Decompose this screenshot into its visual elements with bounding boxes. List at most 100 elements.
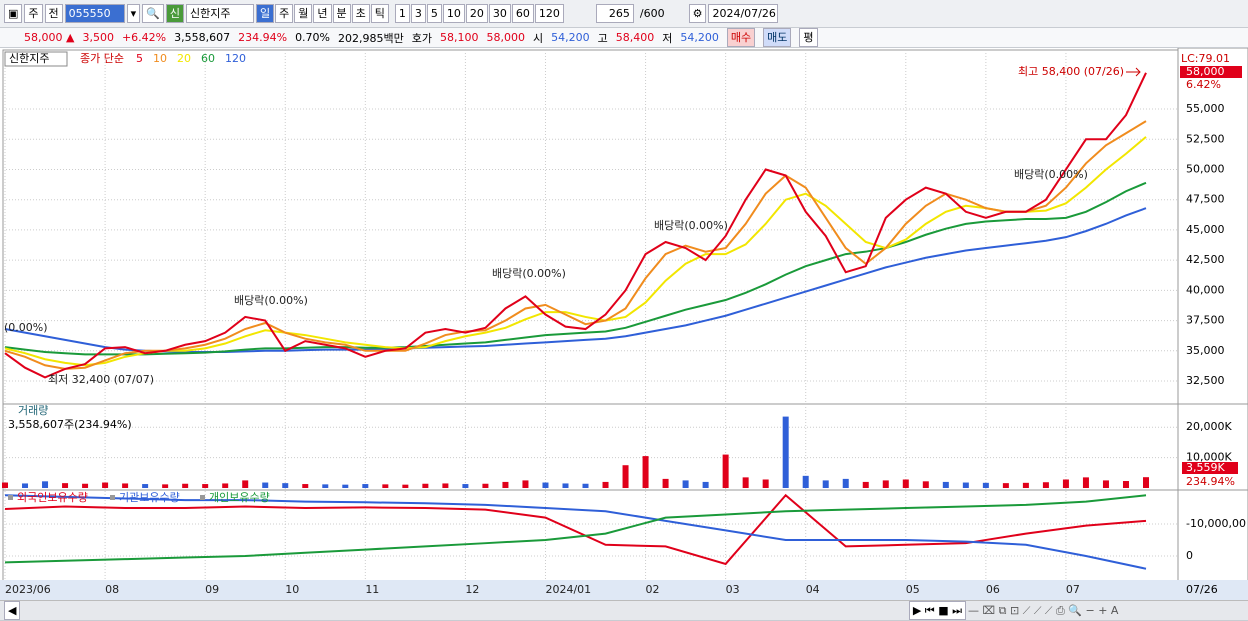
volume-bar (862, 481, 869, 488)
button[interactable]: 주 (24, 4, 43, 23)
volume-bar (902, 479, 909, 488)
ask: 58,100 (440, 31, 479, 44)
price-box (1180, 66, 1242, 78)
button[interactable]: 틱 (370, 4, 389, 23)
button[interactable]: 120 (534, 4, 564, 23)
arrow (1126, 67, 1141, 77)
button[interactable]: 분 (332, 4, 351, 23)
turnover: 0.70% (295, 31, 331, 44)
title-box (4, 51, 68, 67)
date-input[interactable]: 2024/07/26 (708, 4, 779, 23)
button[interactable]: 1 (394, 4, 410, 23)
series-line (4, 493, 1147, 566)
volume-bar (642, 456, 649, 488)
annotation: 배당락(0.00%) (654, 219, 728, 232)
sell-button[interactable]: 매도 (763, 28, 792, 47)
button[interactable]: 20 (465, 4, 488, 23)
y-tick-label: 50,000 (1186, 162, 1225, 175)
button[interactable]: 60 (511, 4, 534, 23)
volume-bar (742, 477, 749, 488)
legend-entry: 10 (153, 52, 167, 65)
y-tick-label: 10,000K (1186, 451, 1232, 464)
button[interactable]: 🔍 (142, 4, 164, 23)
tools: — ⌧ ⧉ ⊡ ⟋ ⟋ ⟋ ⎙ 🔍 − + A (968, 603, 1119, 617)
high: 58,400 (615, 31, 655, 44)
y-tick-label: 42,500 (1186, 253, 1225, 266)
legend-entry: 5 (136, 52, 143, 65)
series-line (4, 181, 1147, 356)
value-label: 3,559K (1186, 461, 1225, 474)
volume-bar (822, 480, 829, 488)
volume-bar (542, 482, 549, 488)
value-box (1182, 462, 1238, 474)
volume-bar (1122, 481, 1129, 488)
code-input[interactable]: 055550 (64, 4, 125, 23)
tool[interactable]: ⚙ (688, 4, 707, 23)
button[interactable]: 년 (313, 4, 332, 23)
volume-bar (562, 483, 569, 488)
volume-bar (342, 484, 349, 488)
button[interactable]: 10 (442, 4, 465, 23)
button[interactable]: ▾ (126, 4, 141, 23)
button[interactable]: 월 (294, 4, 313, 23)
button[interactable]: 일 (256, 4, 275, 23)
button[interactable]: 초 (351, 4, 370, 23)
price: 58,000 ▲ (24, 31, 75, 44)
y-tick-label: 20,000K (1186, 420, 1232, 433)
button[interactable]: 5 (426, 4, 442, 23)
y-tick-label: 0 (1186, 549, 1193, 562)
legend-swatch (110, 495, 115, 500)
annotation: 최저 32,400 (07/07) (48, 373, 154, 386)
nav[interactable]: ▶ ⏮ ■ ⏭ (908, 601, 966, 620)
volume-bar (302, 484, 309, 488)
series-line (4, 494, 1147, 564)
scroll-left[interactable]: ◀ (4, 601, 21, 620)
x-tick-label: 03 (726, 583, 740, 596)
volume-bar (102, 482, 109, 488)
volume-bar (1002, 483, 1009, 488)
button[interactable]: 30 (488, 4, 511, 23)
y-tick-label: 32,500 (1186, 374, 1225, 387)
button[interactable]: ▣ (4, 4, 23, 23)
volume-bar (222, 483, 229, 488)
legend-entry: 60 (201, 52, 215, 65)
button[interactable]: 주 (275, 4, 294, 23)
legend-entry: 기관보유수량 (119, 491, 180, 504)
rate: +6.42% (121, 31, 167, 44)
legend-entry: 120 (225, 52, 246, 65)
right-axis (1177, 48, 1248, 601)
count[interactable]: 265 (595, 4, 634, 23)
avg-button[interactable]: 평 (799, 28, 818, 47)
button[interactable]: 전 (44, 4, 63, 23)
volume-bar (402, 484, 409, 488)
chart: 2023/06 08 09 10 11 12 2024/01 02 03 04 05 06 07 07/2… (0, 48, 1248, 601)
x-tick-label: 05 (906, 583, 920, 596)
volume-bar (82, 483, 89, 488)
volume-bar (1082, 477, 1089, 488)
volume-bar (1042, 482, 1049, 488)
x-tick-label: 10 (285, 583, 299, 596)
volume-bar (722, 454, 729, 488)
number-group: 1 3 5 10 20 30 60 120 (394, 4, 564, 23)
right-label: 6.42% (1186, 78, 1221, 91)
volume-bar (922, 481, 929, 488)
right-label: LC:79.01 (1181, 52, 1230, 65)
volume-bar (422, 483, 429, 488)
annotation: 배당락(0.00%) (492, 267, 566, 280)
series-line (4, 494, 1147, 570)
buy-button[interactable]: 매수 (726, 28, 756, 47)
volume: 3,558,607 (174, 31, 231, 44)
label: 저 (662, 31, 673, 45)
count-max: /600 (639, 7, 665, 20)
volume-bar (802, 475, 809, 488)
y-tick-label: 37,500 (1186, 314, 1225, 327)
series-line (4, 207, 1147, 353)
button[interactable]: 3 (410, 4, 426, 23)
x-tick-label: 07 (1066, 583, 1080, 596)
label: 고 (597, 31, 608, 45)
date-axis (0, 580, 1248, 600)
open: 54,200 (551, 31, 590, 44)
volume-bar (1102, 480, 1109, 488)
volume-bar (142, 484, 149, 488)
